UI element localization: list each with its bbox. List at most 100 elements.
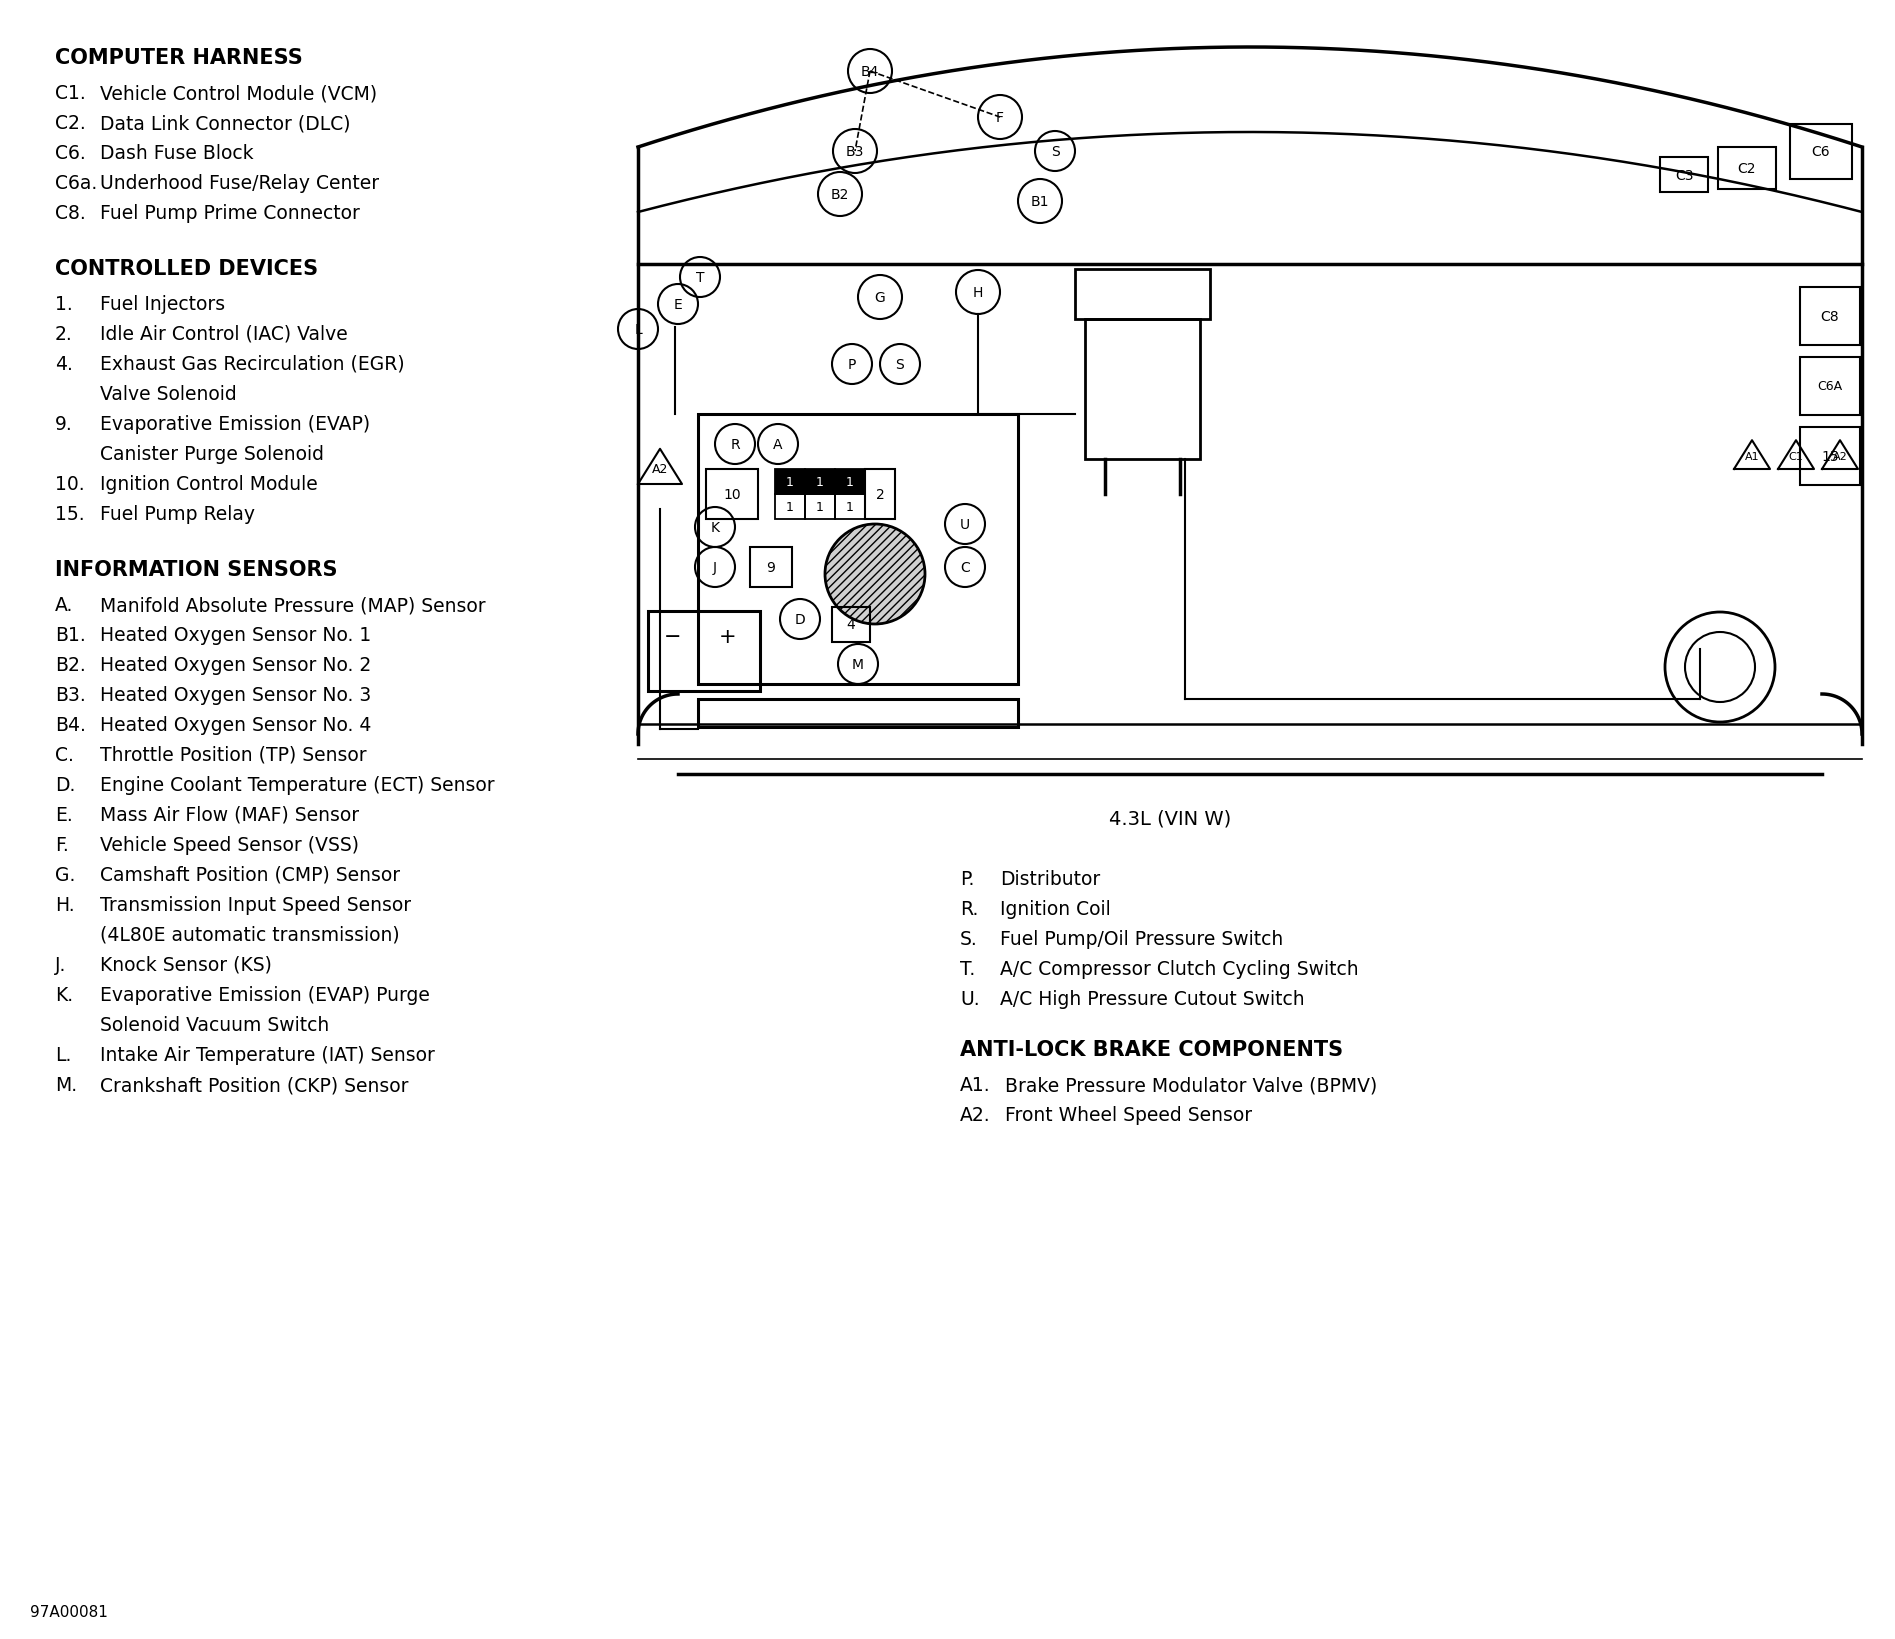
Text: M: M xyxy=(853,657,864,672)
Text: P: P xyxy=(847,357,857,372)
Text: B2: B2 xyxy=(830,188,849,202)
Text: COMPUTER HARNESS: COMPUTER HARNESS xyxy=(55,48,303,67)
Text: (4L80E automatic transmission): (4L80E automatic transmission) xyxy=(100,926,400,944)
Text: Heated Oxygen Sensor No. 3: Heated Oxygen Sensor No. 3 xyxy=(100,685,371,705)
Text: 10: 10 xyxy=(724,488,741,502)
Text: Heated Oxygen Sensor No. 1: Heated Oxygen Sensor No. 1 xyxy=(100,626,371,644)
Bar xyxy=(707,470,758,520)
Text: Idle Air Control (IAC) Valve: Idle Air Control (IAC) Valve xyxy=(100,325,349,344)
Text: B3: B3 xyxy=(845,144,864,159)
Text: C2.: C2. xyxy=(55,115,85,133)
Text: Knock Sensor (KS): Knock Sensor (KS) xyxy=(100,956,271,975)
Text: E: E xyxy=(673,298,682,311)
Text: 2: 2 xyxy=(875,488,885,502)
Bar xyxy=(805,470,836,495)
Text: Distributor: Distributor xyxy=(1001,869,1101,888)
Bar xyxy=(1791,125,1851,180)
Bar xyxy=(836,470,864,495)
Text: 1: 1 xyxy=(845,475,855,488)
Text: A: A xyxy=(773,438,783,452)
Text: 15.: 15. xyxy=(55,505,85,524)
Text: Underhood Fuse/Relay Center: Underhood Fuse/Relay Center xyxy=(100,174,379,193)
Text: T: T xyxy=(695,270,705,285)
Text: S.: S. xyxy=(961,929,978,949)
Text: Dash Fuse Block: Dash Fuse Block xyxy=(100,144,254,162)
Text: 97A00081: 97A00081 xyxy=(30,1605,108,1619)
Bar xyxy=(836,495,864,520)
Text: B1: B1 xyxy=(1031,195,1050,208)
Bar xyxy=(832,608,870,642)
Text: 1.: 1. xyxy=(55,295,72,313)
Text: 15: 15 xyxy=(1821,449,1838,464)
Text: Fuel Pump/Oil Pressure Switch: Fuel Pump/Oil Pressure Switch xyxy=(1001,929,1283,949)
Text: Fuel Pump Prime Connector: Fuel Pump Prime Connector xyxy=(100,203,360,223)
Text: C2: C2 xyxy=(1738,162,1757,175)
Text: 1: 1 xyxy=(817,475,824,488)
Text: U.: U. xyxy=(961,990,980,1008)
Text: A1: A1 xyxy=(1745,452,1759,462)
Text: M.: M. xyxy=(55,1075,78,1095)
Text: G.: G. xyxy=(55,865,76,885)
Text: B4.: B4. xyxy=(55,716,85,734)
Text: S: S xyxy=(896,357,904,372)
Bar xyxy=(775,495,805,520)
Text: L: L xyxy=(635,323,642,336)
Text: Engine Coolant Temperature (ECT) Sensor: Engine Coolant Temperature (ECT) Sensor xyxy=(100,775,495,795)
Text: Intake Air Temperature (IAT) Sensor: Intake Air Temperature (IAT) Sensor xyxy=(100,1046,434,1064)
Text: CONTROLLED DEVICES: CONTROLLED DEVICES xyxy=(55,259,318,279)
Text: A2.: A2. xyxy=(961,1105,991,1124)
Text: A1.: A1. xyxy=(961,1075,991,1095)
Text: 1: 1 xyxy=(786,475,794,488)
Text: A.: A. xyxy=(55,595,74,615)
Text: C6A: C6A xyxy=(1817,380,1842,393)
Text: P.: P. xyxy=(961,869,974,888)
Text: C1: C1 xyxy=(1789,452,1804,462)
Text: C8: C8 xyxy=(1821,310,1840,325)
Text: D: D xyxy=(794,613,805,626)
Text: H: H xyxy=(972,285,984,300)
Text: Camshaft Position (CMP) Sensor: Camshaft Position (CMP) Sensor xyxy=(100,865,400,885)
Text: Front Wheel Speed Sensor: Front Wheel Speed Sensor xyxy=(1004,1105,1253,1124)
Text: Exhaust Gas Recirculation (EGR): Exhaust Gas Recirculation (EGR) xyxy=(100,354,406,374)
Text: Mass Air Flow (MAF) Sensor: Mass Air Flow (MAF) Sensor xyxy=(100,805,360,824)
Circle shape xyxy=(824,524,925,624)
Bar xyxy=(1719,148,1776,190)
Text: 4.3L (VIN W): 4.3L (VIN W) xyxy=(1109,810,1232,828)
Text: C.: C. xyxy=(55,746,74,764)
Text: INFORMATION SENSORS: INFORMATION SENSORS xyxy=(55,559,337,580)
Text: R: R xyxy=(730,438,739,452)
Text: F.: F. xyxy=(55,836,68,854)
Bar xyxy=(775,470,805,495)
Text: U: U xyxy=(961,518,970,531)
Text: A/C High Pressure Cutout Switch: A/C High Pressure Cutout Switch xyxy=(1001,990,1304,1008)
Text: Ignition Control Module: Ignition Control Module xyxy=(100,475,318,493)
Text: 1: 1 xyxy=(786,500,794,513)
Text: 4: 4 xyxy=(847,618,855,633)
Text: Transmission Input Speed Sensor: Transmission Input Speed Sensor xyxy=(100,895,411,915)
Text: C6.: C6. xyxy=(55,144,85,162)
Text: ANTI-LOCK BRAKE COMPONENTS: ANTI-LOCK BRAKE COMPONENTS xyxy=(961,1039,1344,1059)
Text: A/C Compressor Clutch Cycling Switch: A/C Compressor Clutch Cycling Switch xyxy=(1001,959,1359,978)
Text: 9: 9 xyxy=(767,561,775,575)
Bar xyxy=(864,470,894,520)
Text: A2: A2 xyxy=(652,462,669,475)
Text: Evaporative Emission (EVAP): Evaporative Emission (EVAP) xyxy=(100,415,370,434)
Text: R.: R. xyxy=(961,900,978,918)
Text: F: F xyxy=(997,111,1004,125)
Text: 9.: 9. xyxy=(55,415,72,434)
Text: G: G xyxy=(875,290,885,305)
Text: K: K xyxy=(711,521,720,534)
Text: −: − xyxy=(665,626,682,647)
Text: B1.: B1. xyxy=(55,626,85,644)
Text: J.: J. xyxy=(55,956,66,975)
Text: 1: 1 xyxy=(817,500,824,513)
Text: Throttle Position (TP) Sensor: Throttle Position (TP) Sensor xyxy=(100,746,366,764)
Text: Fuel Injectors: Fuel Injectors xyxy=(100,295,226,313)
Text: C6a.: C6a. xyxy=(55,174,97,193)
Bar xyxy=(1800,288,1861,346)
Text: 10.: 10. xyxy=(55,475,85,493)
Text: L.: L. xyxy=(55,1046,72,1064)
Text: C6: C6 xyxy=(1812,146,1831,159)
Bar xyxy=(1800,357,1861,416)
Text: Canister Purge Solenoid: Canister Purge Solenoid xyxy=(100,444,324,464)
